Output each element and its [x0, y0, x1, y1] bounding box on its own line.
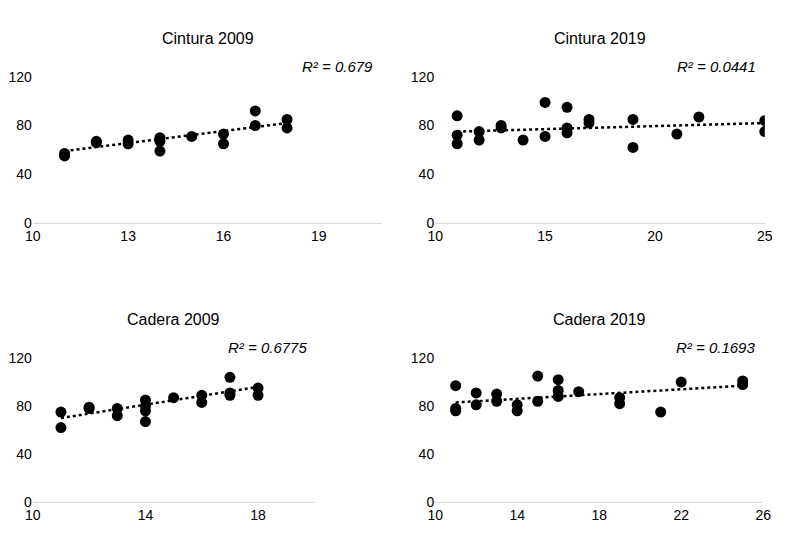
svg-text:20: 20 — [647, 228, 663, 244]
svg-text:16: 16 — [216, 228, 232, 244]
svg-text:120: 120 — [8, 350, 32, 366]
svg-text:14: 14 — [138, 507, 154, 523]
svg-text:0: 0 — [426, 494, 434, 510]
svg-text:R² = 0.679: R² = 0.679 — [302, 58, 373, 75]
svg-text:0: 0 — [24, 215, 32, 231]
svg-text:80: 80 — [419, 117, 435, 133]
svg-text:Cadera 2009: Cadera 2009 — [127, 311, 220, 328]
svg-text:R² = 0.6775: R² = 0.6775 — [228, 339, 307, 356]
svg-text:22: 22 — [673, 507, 689, 523]
svg-text:18: 18 — [591, 507, 607, 523]
svg-text:15: 15 — [537, 228, 553, 244]
svg-text:80: 80 — [16, 398, 32, 414]
svg-text:0: 0 — [24, 494, 32, 510]
svg-text:26: 26 — [755, 507, 771, 523]
svg-text:10: 10 — [25, 507, 41, 523]
svg-text:120: 120 — [411, 350, 435, 366]
svg-text:0: 0 — [426, 215, 434, 231]
svg-text:14: 14 — [509, 507, 525, 523]
svg-text:10: 10 — [427, 507, 443, 523]
svg-text:Cadera 2019: Cadera 2019 — [553, 311, 646, 328]
svg-text:13: 13 — [120, 228, 136, 244]
svg-text:18: 18 — [250, 507, 266, 523]
svg-text:120: 120 — [8, 69, 32, 85]
svg-text:R² = 0.1693: R² = 0.1693 — [676, 339, 755, 356]
svg-text:80: 80 — [419, 398, 435, 414]
svg-text:10: 10 — [427, 228, 443, 244]
svg-text:40: 40 — [16, 446, 32, 462]
svg-text:40: 40 — [419, 166, 435, 182]
svg-text:40: 40 — [16, 166, 32, 182]
svg-text:25: 25 — [757, 228, 773, 244]
svg-text:10: 10 — [25, 228, 41, 244]
svg-text:19: 19 — [311, 228, 327, 244]
svg-text:Cintura 2009: Cintura 2009 — [162, 30, 254, 47]
svg-text:80: 80 — [16, 117, 32, 133]
svg-text:40: 40 — [419, 446, 435, 462]
svg-text:120: 120 — [411, 69, 435, 85]
svg-text:Cintura 2019: Cintura 2019 — [554, 30, 646, 47]
svg-text:R² = 0.0441: R² = 0.0441 — [677, 58, 756, 75]
